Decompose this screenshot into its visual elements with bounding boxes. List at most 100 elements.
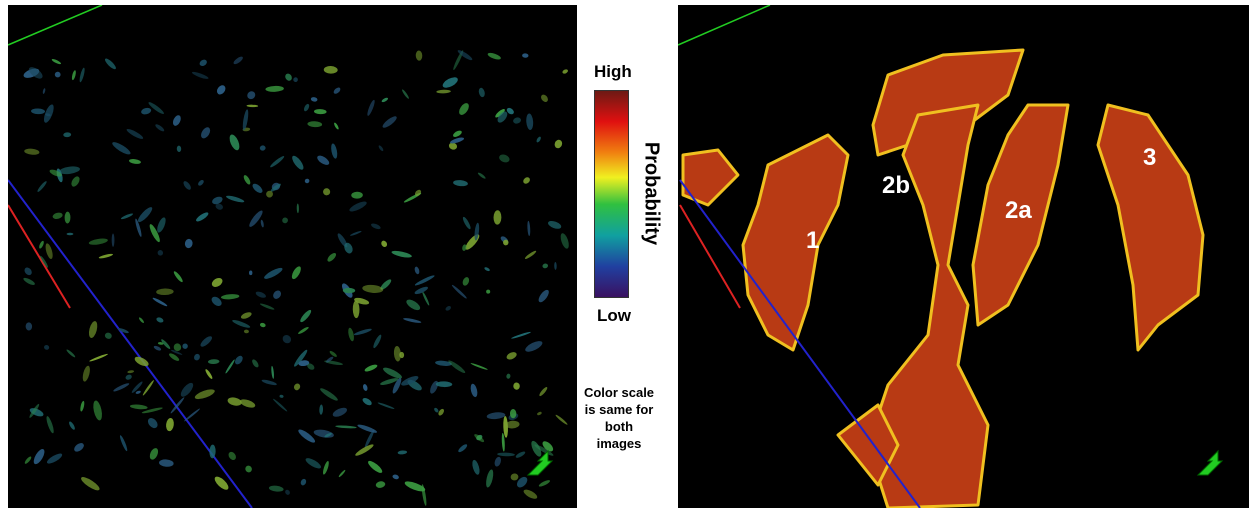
speck <box>428 380 439 395</box>
speck <box>493 210 501 225</box>
speck <box>210 276 224 289</box>
speck <box>470 383 479 398</box>
speck <box>24 148 40 155</box>
page: High Low Probability Color scale is same… <box>0 0 1249 508</box>
speck <box>44 243 54 260</box>
speck <box>120 212 133 220</box>
speck <box>478 87 486 98</box>
speck <box>511 331 531 339</box>
speck <box>512 117 521 125</box>
speck <box>194 387 216 401</box>
speck <box>199 126 212 140</box>
speck <box>147 101 165 116</box>
speck <box>232 319 251 330</box>
speck <box>155 216 167 233</box>
speck <box>73 441 86 453</box>
speck <box>515 450 526 459</box>
speck <box>104 57 118 71</box>
speck <box>233 354 244 365</box>
speck <box>441 75 459 90</box>
speck <box>125 374 133 381</box>
speck <box>381 97 389 103</box>
speck <box>477 172 486 180</box>
speck <box>354 443 375 458</box>
speck <box>510 473 519 481</box>
speck <box>36 180 47 193</box>
speck <box>156 316 165 323</box>
speck <box>153 345 162 352</box>
speck <box>81 365 91 382</box>
speck <box>486 289 491 294</box>
speck <box>111 140 132 156</box>
speck <box>198 58 208 67</box>
speck <box>330 143 338 159</box>
speck <box>45 415 55 433</box>
speck <box>304 178 310 184</box>
speck <box>159 459 174 467</box>
speck <box>470 362 488 370</box>
speck <box>184 238 193 249</box>
speck <box>366 459 383 475</box>
speck <box>249 270 252 275</box>
speck <box>146 416 159 430</box>
speck <box>67 233 74 236</box>
speck <box>487 52 502 61</box>
speck <box>251 358 260 368</box>
speck <box>297 428 317 445</box>
speck <box>261 379 277 387</box>
speck <box>524 339 544 354</box>
speck <box>457 443 468 453</box>
speck <box>279 394 284 398</box>
right-panel: 1 2b 2a 3 <box>678 5 1249 508</box>
speck <box>393 346 401 362</box>
speck <box>319 387 339 403</box>
speck <box>177 146 182 153</box>
speck <box>351 192 363 199</box>
speck <box>255 290 267 299</box>
speck <box>547 219 562 230</box>
speck <box>347 327 355 342</box>
speck <box>244 329 249 333</box>
speck <box>265 86 284 93</box>
speck <box>135 390 141 394</box>
speck <box>242 174 251 185</box>
speck <box>391 250 412 259</box>
colorbar-low: Low <box>597 306 631 326</box>
speck <box>485 469 495 488</box>
speck <box>92 400 104 421</box>
speck <box>372 334 383 349</box>
speck <box>362 284 384 294</box>
speck <box>322 187 332 197</box>
speck <box>421 291 430 306</box>
speck <box>524 250 537 260</box>
speck <box>240 311 252 320</box>
speck <box>380 240 388 248</box>
speck <box>119 435 129 452</box>
speck <box>462 216 472 230</box>
speck <box>87 320 98 339</box>
speck <box>157 249 164 256</box>
speck <box>338 469 346 478</box>
speck <box>461 276 470 286</box>
speck <box>553 139 563 150</box>
speck <box>350 230 362 236</box>
speck <box>59 165 81 175</box>
speck <box>193 353 201 361</box>
speck <box>239 398 256 410</box>
speck <box>179 381 196 399</box>
speck <box>269 485 284 492</box>
speck <box>494 456 503 467</box>
speck <box>331 406 348 419</box>
speck <box>221 294 240 300</box>
speck <box>71 70 77 81</box>
speck <box>66 349 76 359</box>
speck <box>228 133 242 151</box>
speck <box>322 460 330 475</box>
speck <box>284 489 291 496</box>
speck <box>290 154 305 171</box>
speck <box>31 108 45 114</box>
speck <box>471 459 481 475</box>
speck <box>68 421 76 431</box>
speck <box>246 105 258 108</box>
speck <box>538 479 551 488</box>
